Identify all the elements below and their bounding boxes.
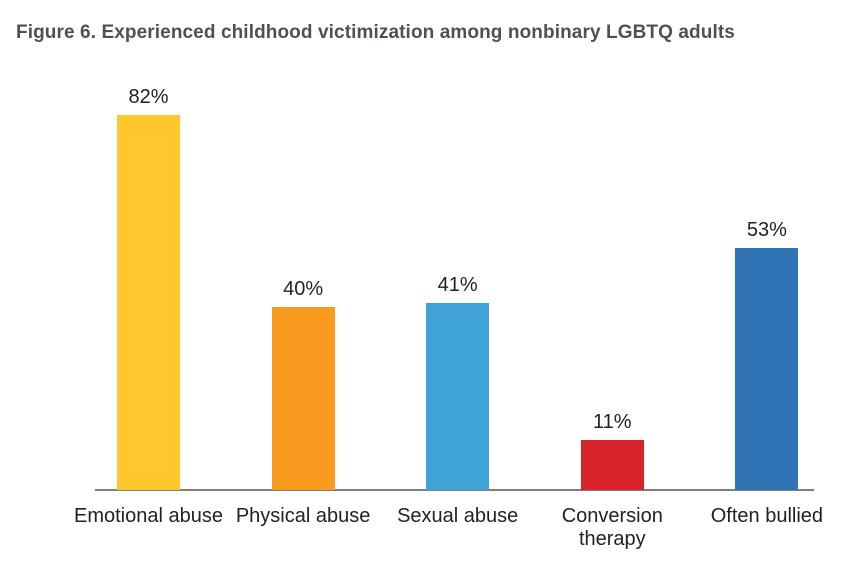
value-label-physical-abuse: 40% xyxy=(283,278,324,300)
figure-title: Figure 6. Experienced childhood victimiz… xyxy=(16,22,735,43)
category-label-conversion-therapy: Conversion therapy xyxy=(561,505,663,550)
bar-conversion-therapy xyxy=(580,440,644,490)
bar-physical-abuse xyxy=(271,307,335,490)
value-label-sexual-abuse: 41% xyxy=(437,274,478,296)
value-label-often-bullied: 53% xyxy=(746,219,787,241)
category-label-sexual-abuse: Sexual abuse xyxy=(397,505,519,527)
category-label-physical-abuse: Physical abuse xyxy=(235,505,371,527)
bar-sexual-abuse xyxy=(426,303,490,490)
category-label-often-bullied: Often bullied xyxy=(710,505,824,527)
bar-emotional-abuse xyxy=(117,115,180,490)
value-label-emotional-abuse: 82% xyxy=(128,86,169,108)
bar-often-bullied xyxy=(735,248,799,490)
category-label-emotional-abuse: Emotional abuse xyxy=(74,505,223,527)
value-label-conversion-therapy: 11% xyxy=(593,411,632,433)
x-axis-line xyxy=(95,489,814,491)
